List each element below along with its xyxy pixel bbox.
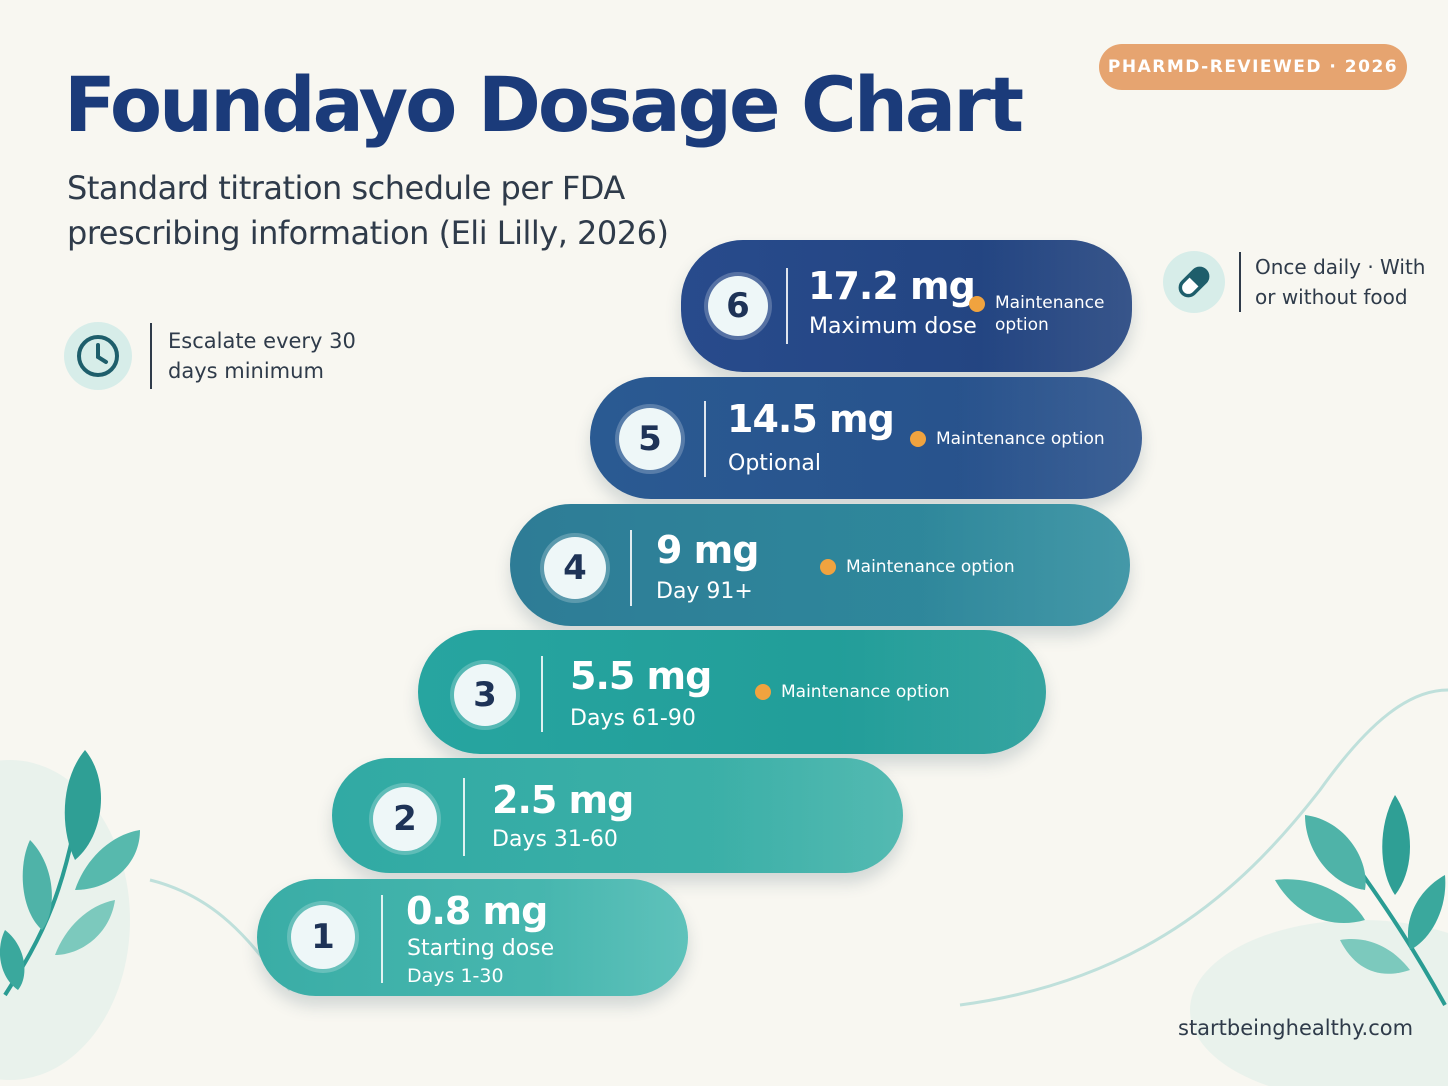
dose-label: Day 91+ (656, 579, 753, 604)
step-number: 4 (544, 537, 606, 599)
step-number: 1 (291, 905, 355, 969)
note-divider (1239, 252, 1241, 312)
dose-step-2: 2 2.5 mg Days 31-60 (332, 758, 903, 873)
page-subtitle: Standard titration schedule per FDA pres… (67, 169, 669, 252)
step-divider (541, 656, 543, 732)
step-number: 6 (708, 276, 768, 336)
dose-amount: 0.8 mg (406, 889, 548, 933)
dose-label: Maximum dose (809, 314, 977, 339)
dose-step-3: 3 5.5 mg Days 61-90 Maintenance option (418, 630, 1046, 754)
maintenance-tag: Maintenance option (755, 681, 950, 703)
step-divider (463, 778, 465, 856)
maintenance-tag: Maintenance option (969, 292, 1105, 336)
dose-label: Optional (728, 451, 822, 476)
dose-step-1: 1 0.8 mg Starting dose Days 1-30 (257, 879, 688, 996)
leaf-sprig-left (0, 750, 140, 997)
maintenance-label: Maintenance option (781, 682, 950, 702)
step-divider (704, 401, 706, 477)
dosing-note: Once daily · With or without food (1163, 251, 1441, 313)
step-number: 2 (373, 787, 437, 851)
dose-label: Days 31-60 (492, 827, 618, 852)
step-divider (381, 895, 383, 983)
pill-icon (1163, 251, 1225, 313)
dose-step-5: 5 14.5 mg Optional Maintenance option (590, 377, 1142, 499)
review-badge: PHARMD-REVIEWED · 2026 (1099, 44, 1407, 90)
maintenance-dot (755, 684, 771, 700)
dose-amount: 2.5 mg (492, 778, 634, 822)
dose-step-4: 4 9 mg Day 91+ Maintenance option (510, 504, 1130, 626)
dosing-note-text: Once daily · With or without food (1255, 255, 1426, 309)
maintenance-label: Maintenance option (936, 429, 1105, 449)
maintenance-tag: Maintenance option (910, 428, 1105, 450)
dose-label: Starting dose (407, 936, 555, 961)
step-number: 5 (619, 408, 681, 470)
leaf-sprig-right (1275, 795, 1447, 1006)
maintenance-dot (910, 431, 926, 447)
maintenance-dot (969, 296, 985, 312)
escalation-note-text: Escalate every 30 days minimum (168, 329, 356, 383)
dose-sublabel: Days 1-30 (407, 965, 504, 987)
dose-label: Days 61-90 (570, 706, 696, 731)
note-divider (150, 323, 152, 389)
dose-amount: 14.5 mg (727, 397, 895, 441)
dose-amount: 17.2 mg (808, 264, 976, 308)
maintenance-label: Maintenance option (846, 557, 1015, 577)
step-divider (630, 530, 632, 606)
website-link[interactable]: startbeinghealthy.com (1178, 1016, 1414, 1040)
dose-amount: 5.5 mg (570, 654, 712, 698)
page-title: Foundayo Dosage Chart (64, 60, 1024, 149)
step-number: 3 (454, 664, 516, 726)
escalation-note: Escalate every 30 days minimum (64, 322, 358, 390)
dose-amount: 9 mg (656, 528, 759, 572)
step-divider (786, 268, 788, 344)
dose-step-6: 6 17.2 mg Maximum dose Maintenance optio… (681, 240, 1132, 372)
maintenance-dot (820, 559, 836, 575)
maintenance-label: Maintenance option (995, 293, 1105, 335)
maintenance-tag: Maintenance option (820, 556, 1015, 578)
clock-icon (64, 322, 132, 390)
